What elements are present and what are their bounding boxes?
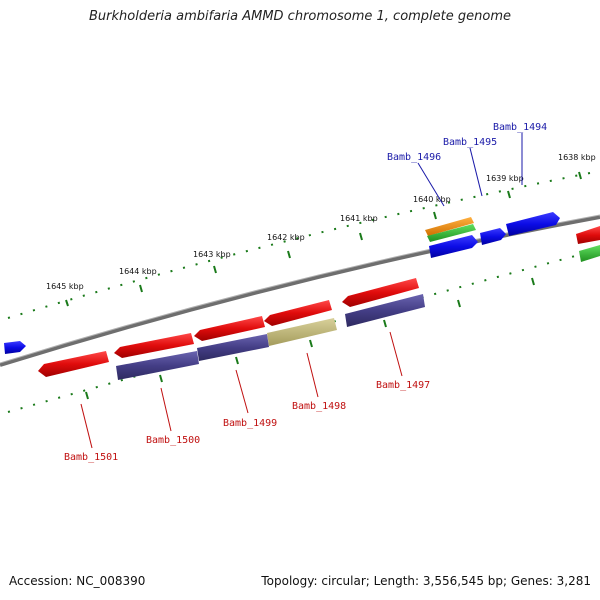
accession-label: Accession: NC_008390 — [9, 574, 146, 588]
cds-purple-bamb-1497 — [345, 294, 425, 327]
gene-label-bamb-1496: Bamb_1496 — [387, 152, 441, 163]
gene-label-bamb-1501: Bamb_1501 — [64, 452, 118, 463]
cds-green-bamb-1496 — [427, 224, 476, 242]
upper-tick-track — [7, 171, 591, 319]
kbp-label: 1640 kbp — [413, 195, 451, 204]
gene-arrow-forward[interactable] — [4, 341, 26, 354]
cds-purple-bamb-1499 — [197, 334, 269, 361]
cds-orange-bamb-1496 — [425, 217, 474, 236]
gene-label-bamb-1499: Bamb_1499 — [223, 418, 277, 429]
gene-label-bamb-1498: Bamb_1498 — [292, 401, 346, 412]
gene-arrow-bamb-1496[interactable] — [429, 235, 478, 258]
lower-tick-track — [7, 251, 591, 413]
genome-summary: Topology: circular; Length: 3,556,545 bp… — [261, 574, 591, 588]
gene-arrow-bamb-1500[interactable] — [114, 333, 194, 358]
gene-arrow-bamb-1499[interactable] — [194, 316, 265, 341]
gene-arrow-bamb-1494[interactable] — [506, 212, 560, 236]
gene-arrow-bamb-1498[interactable] — [264, 300, 332, 326]
gene-label-bamb-1500: Bamb_1500 — [146, 435, 200, 446]
cds-green-edge — [579, 245, 600, 262]
kbp-label: 1645 kbp — [46, 282, 84, 291]
gene-arrow-bamb-1501[interactable] — [38, 351, 109, 377]
kbp-label: 1643 kbp — [193, 250, 231, 259]
gene-label-bamb-1495: Bamb_1495 — [443, 137, 497, 148]
gene-arrow-forward-edge[interactable] — [576, 226, 600, 244]
kbp-label: 1644 kbp — [119, 267, 157, 276]
cds-khaki-bamb-1498 — [267, 318, 337, 346]
kbp-label: 1639 kbp — [486, 174, 524, 183]
reverse-genes — [38, 278, 425, 380]
kbp-labels: 1638 kbp 1639 kbp 1640 kbp 1641 kbp 1642… — [46, 153, 596, 291]
gene-arrow-bamb-1497[interactable] — [342, 278, 419, 307]
gene-label-bamb-1494: Bamb_1494 — [493, 122, 547, 133]
cds-purple-bamb-1500 — [116, 351, 199, 380]
genome-title: Burkholderia ambifaria AMMD chromosome 1… — [88, 9, 512, 24]
gene-leader-lines — [80, 133, 523, 449]
kbp-label: 1642 kbp — [267, 233, 305, 242]
kbp-label: 1641 kbp — [340, 214, 378, 223]
gene-labels: Bamb_1494 Bamb_1495 Bamb_1496 Bamb_1497 … — [64, 122, 547, 463]
gene-arrow-bamb-1495[interactable] — [480, 228, 506, 245]
kbp-label: 1638 kbp — [558, 153, 596, 162]
forward-genes — [4, 212, 600, 354]
gene-label-bamb-1497: Bamb_1497 — [376, 380, 430, 391]
